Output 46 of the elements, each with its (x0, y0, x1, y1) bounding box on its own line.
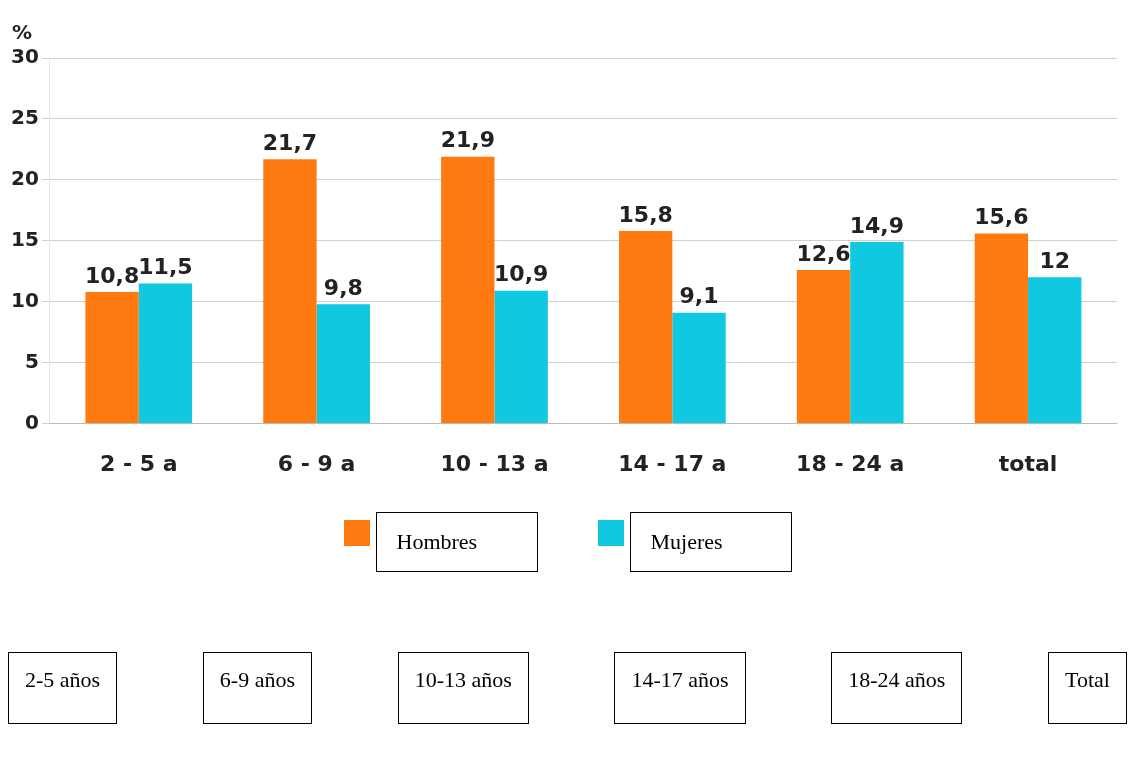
bar (618, 231, 673, 424)
data-label: 10,9 (494, 261, 549, 287)
x-tick-label: 18 - 24 a (796, 450, 905, 476)
bar (850, 242, 904, 424)
x-tick-label: 14 - 17 a (618, 450, 727, 476)
bar (494, 290, 548, 424)
x-tick-label: total (998, 450, 1058, 476)
text: 14-17 años (614, 652, 746, 724)
bar (138, 283, 193, 424)
legend-label: Mujeres (629, 512, 792, 572)
bar (796, 270, 851, 424)
bar (441, 156, 495, 424)
y-tick-label: 15 (10, 227, 39, 251)
y-tick-label: 25 (10, 105, 39, 130)
bar (85, 291, 139, 424)
y-tick-label: 20 (10, 166, 39, 191)
x-tick-label: 6 - 9 a (277, 450, 356, 476)
bar (316, 304, 370, 424)
data-label: 15,8 (618, 201, 673, 227)
y-tick-label: 5 (24, 348, 39, 373)
y-tick-label: 0 (24, 409, 39, 434)
x-tick-label: 2 - 5 a (99, 450, 178, 476)
text: 10-13 años (397, 652, 529, 724)
text: 2-5 años (8, 652, 118, 724)
bar (1028, 277, 1082, 424)
data-label: 9,1 (679, 283, 719, 309)
legend-label: Hombres (375, 512, 538, 572)
text: 6-9 años (202, 652, 312, 724)
x-tick-label: 10 - 13 a (440, 450, 549, 476)
data-label: 21,9 (440, 127, 495, 153)
bar (974, 233, 1029, 424)
y-tick-label: 10 (10, 287, 39, 312)
text: Total (1048, 652, 1127, 724)
text: 18-24 años (831, 652, 963, 724)
data-label: 11,5 (138, 254, 193, 280)
data-label: 10,8 (84, 262, 140, 288)
bar (263, 159, 317, 424)
data-label: 21,7 (262, 129, 318, 155)
y-tick-label: 30 (10, 44, 39, 69)
data-label: 12,6 (796, 240, 851, 266)
bar (672, 312, 726, 424)
data-label: 9,8 (323, 274, 363, 300)
y-axis-title: % (11, 20, 33, 45)
data-label: 14,9 (849, 212, 905, 238)
data-label: 12 (1039, 248, 1071, 274)
data-label: 15,6 (974, 204, 1029, 230)
